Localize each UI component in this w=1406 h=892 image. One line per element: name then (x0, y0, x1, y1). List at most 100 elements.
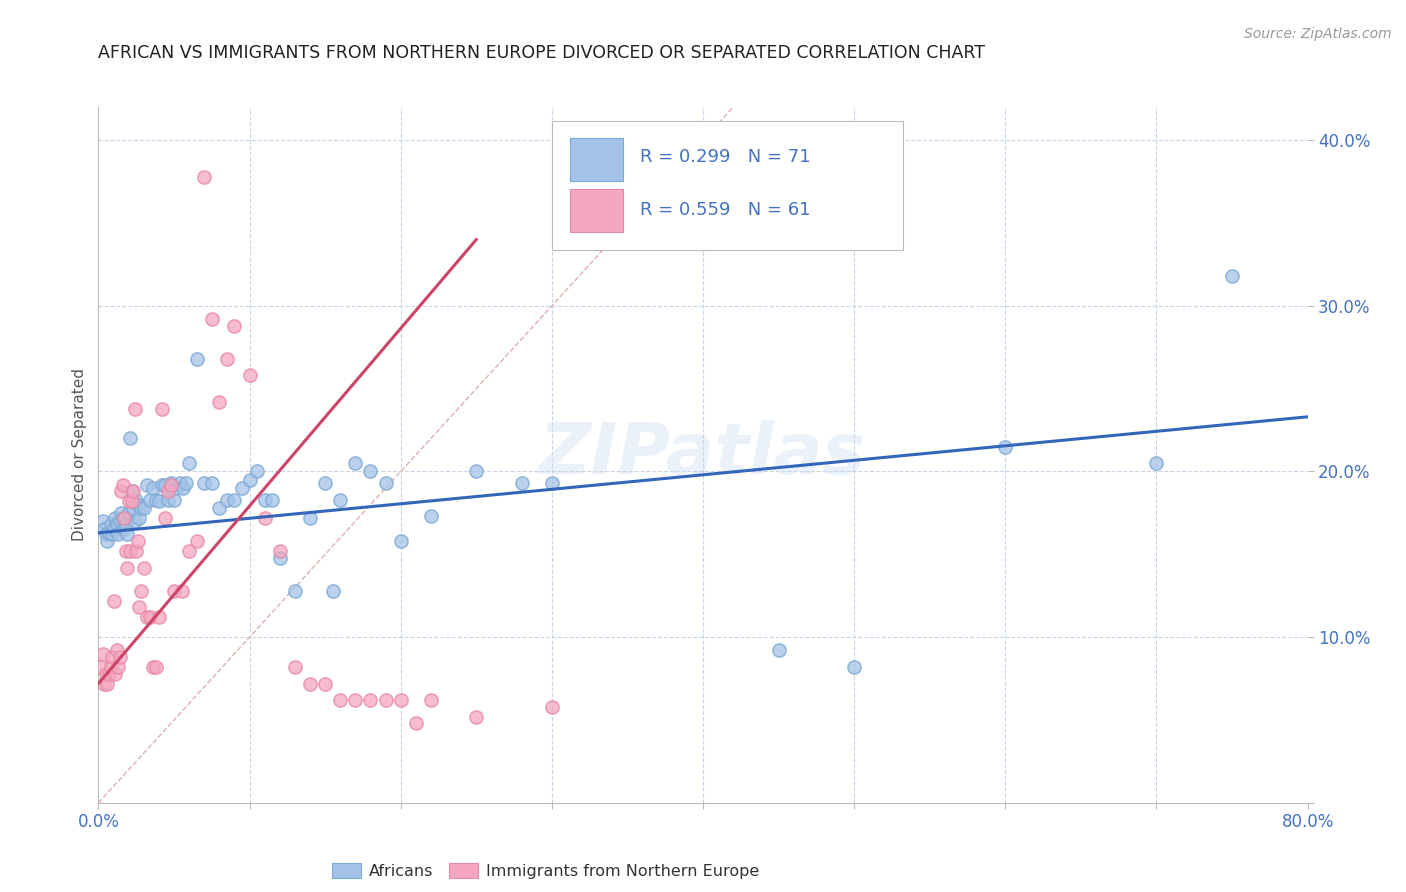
Point (329, 492, 352, 507)
Point (91, 647, 114, 661)
Point (111, 477, 134, 491)
Point (215, 351, 238, 366)
Point (389, 534, 412, 549)
Point (299, 676, 322, 690)
Point (96, 534, 118, 549)
Point (322, 583, 344, 598)
Point (105, 517, 128, 532)
Point (101, 650, 124, 665)
Point (208, 500, 231, 515)
Point (163, 492, 186, 507)
Point (269, 550, 291, 565)
Point (142, 660, 165, 674)
Point (253, 511, 276, 525)
Point (166, 481, 188, 495)
Point (120, 544, 142, 558)
Point (150, 401, 173, 416)
Point (1220, 268, 1243, 283)
Point (186, 351, 208, 366)
Point (96, 676, 118, 690)
Point (284, 660, 307, 674)
Point (94, 527, 117, 541)
Point (465, 465, 488, 479)
Point (540, 476, 562, 491)
Point (389, 693, 412, 707)
Point (419, 693, 441, 707)
Point (125, 544, 148, 558)
Point (169, 476, 191, 491)
Point (145, 492, 167, 507)
Point (105, 643, 128, 657)
Point (103, 593, 125, 607)
Point (118, 506, 141, 520)
Point (124, 514, 146, 528)
Point (193, 169, 215, 184)
Text: R = 0.299   N = 71: R = 0.299 N = 71 (640, 148, 811, 166)
Point (419, 509, 441, 524)
Point (108, 650, 131, 665)
Point (127, 498, 149, 512)
Point (177, 456, 201, 470)
Point (103, 523, 125, 537)
Text: AFRICAN VS IMMIGRANTS FROM NORTHERN EUROPE DIVORCED OR SEPARATED CORRELATION CHA: AFRICAN VS IMMIGRANTS FROM NORTHERN EURO… (98, 45, 986, 62)
Text: ZIPatlas: ZIPatlas (540, 420, 866, 490)
Point (107, 660, 129, 674)
Point (160, 477, 183, 491)
Point (160, 476, 183, 491)
Point (215, 492, 238, 507)
Point (148, 610, 170, 624)
Point (112, 511, 135, 525)
Point (510, 476, 533, 491)
Point (139, 492, 162, 507)
Point (156, 492, 179, 507)
Point (101, 527, 124, 541)
FancyBboxPatch shape (551, 121, 903, 250)
Point (299, 511, 322, 525)
Text: Source: ZipAtlas.com: Source: ZipAtlas.com (1244, 27, 1392, 41)
Point (98, 666, 121, 681)
Point (100, 517, 122, 532)
Point (193, 476, 215, 491)
Point (142, 481, 165, 495)
Point (172, 481, 194, 495)
Point (129, 500, 152, 515)
Point (170, 583, 193, 598)
Point (314, 476, 336, 491)
FancyBboxPatch shape (569, 138, 623, 181)
Point (132, 500, 155, 515)
Point (93, 676, 115, 690)
Point (360, 693, 382, 707)
Point (239, 368, 262, 383)
Point (135, 610, 157, 624)
Point (139, 610, 162, 624)
Point (125, 492, 148, 507)
Point (145, 660, 167, 674)
Point (186, 534, 208, 549)
Point (224, 318, 246, 333)
Point (153, 511, 176, 525)
Point (100, 660, 122, 674)
Point (156, 484, 179, 499)
Y-axis label: Divorced or Separated: Divorced or Separated (72, 368, 87, 541)
Point (269, 544, 291, 558)
Point (262, 492, 284, 507)
Point (224, 492, 246, 507)
Point (231, 481, 253, 495)
Point (174, 476, 197, 491)
Point (114, 544, 136, 558)
Point (114, 517, 136, 532)
Point (128, 600, 150, 615)
Point (329, 693, 352, 707)
Point (110, 506, 132, 520)
Point (128, 511, 150, 525)
Point (153, 477, 176, 491)
Point (246, 465, 269, 479)
Point (91, 514, 114, 528)
Point (110, 484, 132, 499)
Legend: Africans, Immigrants from Northern Europe: Africans, Immigrants from Northern Europ… (326, 856, 766, 885)
FancyBboxPatch shape (569, 189, 623, 232)
Point (405, 716, 427, 731)
Point (115, 560, 138, 574)
Point (107, 527, 129, 541)
Point (253, 492, 276, 507)
